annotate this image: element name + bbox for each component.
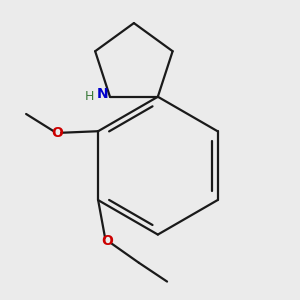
Text: H: H: [85, 90, 94, 103]
Text: O: O: [102, 234, 113, 248]
Text: O: O: [52, 126, 63, 140]
Text: N: N: [96, 87, 108, 101]
